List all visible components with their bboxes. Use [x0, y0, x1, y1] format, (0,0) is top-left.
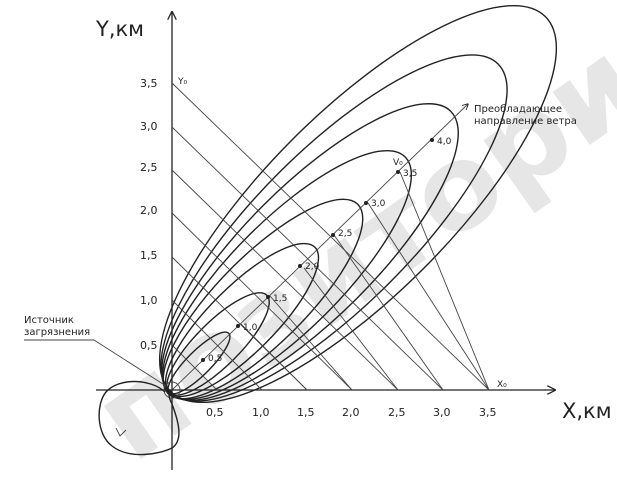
drop-line	[269, 295, 353, 391]
point-v0-label: V₀	[393, 158, 403, 168]
source-pointer-line	[93, 339, 167, 387]
diagonal-point	[298, 264, 302, 268]
drop-lines	[240, 171, 490, 391]
source-marker	[163, 381, 181, 399]
diagonal-label: 0,5	[208, 354, 222, 364]
y-tick-label: 3,5	[140, 77, 158, 90]
x-tick-label: 3,0	[433, 406, 451, 419]
diagonal-label: 4,0	[437, 137, 452, 147]
x-tick-label: 1,5	[297, 406, 315, 419]
wind-direction-label-line1: Преобладающее	[474, 104, 562, 115]
diagonal-point	[430, 138, 434, 142]
point-y0-label: Y₀	[177, 77, 187, 87]
x-axis-title: X,км	[562, 399, 612, 423]
point-x0-label: X₀	[497, 380, 507, 390]
y-tick-label: 2,5	[140, 161, 158, 174]
diagonal-point	[266, 295, 270, 299]
chord	[171, 212, 353, 391]
wind-direction-label-line2: направление ветра	[474, 116, 577, 127]
y-tick-label: 2,0	[140, 204, 158, 217]
y-tick-label: 0,5	[140, 339, 158, 352]
x-tick-labels: 0,5 1,0 1,5 2,0 2,5 3,0 3,5	[206, 406, 497, 419]
x-tick-label: 2,5	[388, 406, 406, 419]
x-tick-label: 2,0	[342, 406, 360, 419]
y-tick-label: 3,0	[140, 120, 158, 133]
source-loop-arrow	[115, 427, 127, 437]
diagonal-label: 2,5	[338, 229, 352, 239]
diagonal-points	[201, 138, 434, 362]
chords	[171, 82, 490, 391]
diagonal-label: 3,5	[403, 169, 417, 179]
y-tick-label: 1,0	[140, 294, 158, 307]
chord	[171, 299, 263, 391]
diagonal-label: 3,0	[371, 199, 386, 209]
wind-direction-arrow	[171, 104, 468, 391]
y-tick-label: 1,5	[140, 249, 158, 262]
diagonal-point	[331, 233, 335, 237]
diagonal-label: 1,5	[273, 294, 287, 304]
chord	[171, 344, 218, 391]
diagonal-point	[236, 324, 240, 328]
isoline	[158, 4, 558, 404]
diagonal-label: 2,0	[305, 262, 320, 272]
source-loop-curve	[98, 380, 180, 456]
diagonal-point	[201, 358, 205, 362]
diagonal-point	[396, 170, 400, 174]
drop-line	[333, 234, 444, 391]
source-label-line1: Источник	[24, 315, 74, 326]
x-tick-label: 3,5	[479, 406, 497, 419]
x-tick-label: 0,5	[206, 406, 224, 419]
diagonal-label: 1,0	[243, 323, 258, 333]
drop-line	[399, 171, 490, 391]
drop-line	[367, 202, 490, 391]
y-axis-title: Y,км	[95, 17, 144, 41]
chord	[171, 169, 399, 391]
isoline	[162, 198, 364, 400]
diagonal-point	[364, 201, 368, 205]
drop-line	[303, 267, 399, 391]
x-tick-label: 1,0	[252, 406, 270, 419]
source-label-line2: загрязнения	[24, 327, 90, 338]
drop-line	[240, 323, 308, 391]
y-tick-labels: 0,5 1,0 1,5 2,0 2,5 3,0 3,5	[140, 77, 158, 352]
isolines	[158, 4, 558, 404]
diagonal-labels: 0,5 1,0 1,5 2,0 2,5 3,0 3,5 4,0	[208, 137, 452, 364]
